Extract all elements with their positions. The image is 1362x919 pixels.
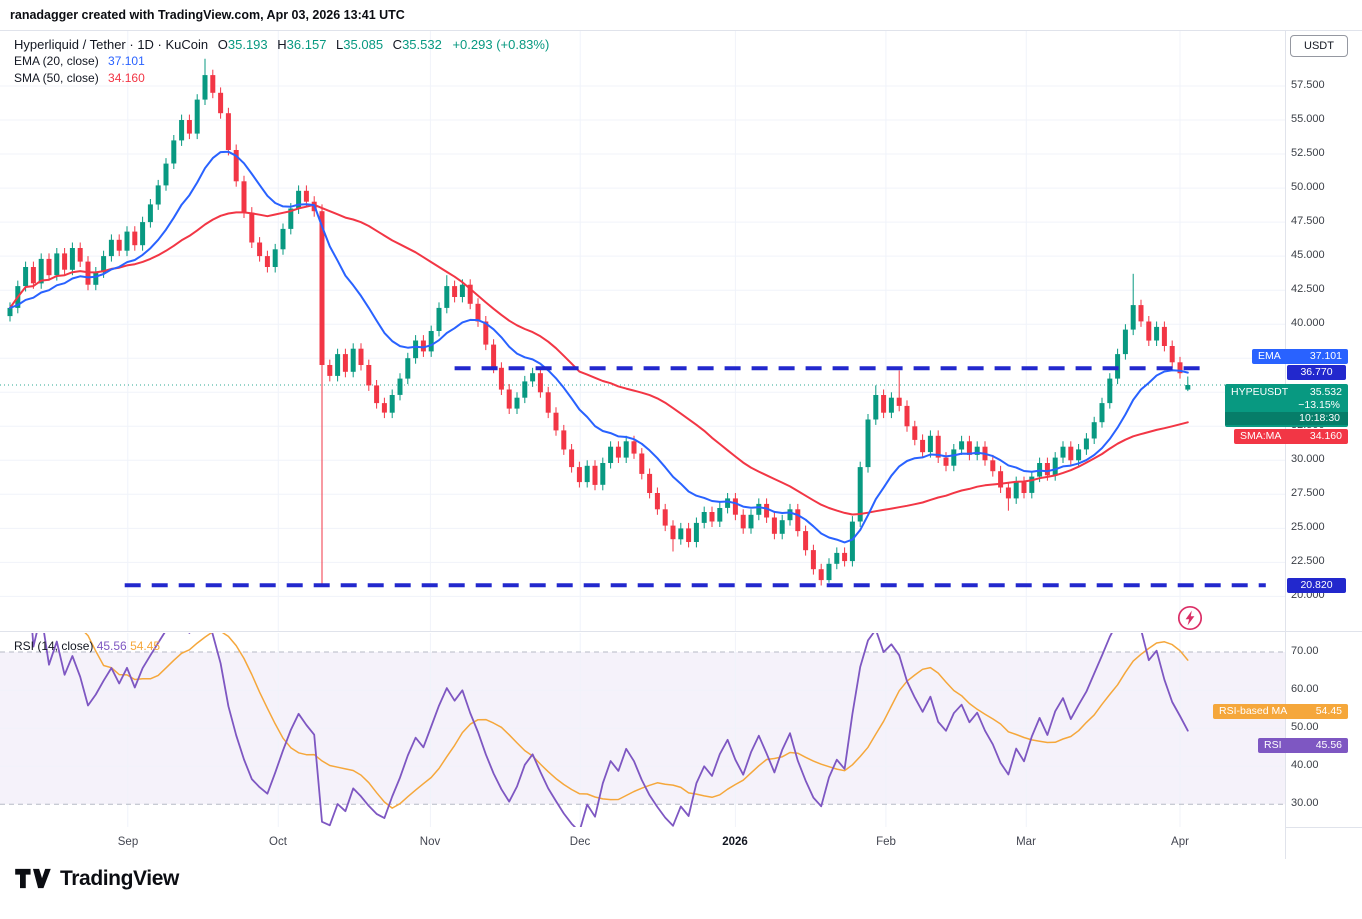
- tradingview-logo-text: TradingView: [60, 866, 179, 890]
- last-price-value: 35.532: [1309, 386, 1342, 398]
- resistance-price-tag: 36.770: [1287, 365, 1346, 380]
- sma-legend-row[interactable]: SMA (50, close) 34.160: [14, 70, 549, 87]
- rsi-value: 45.56: [96, 639, 127, 653]
- time-axis-label: Oct: [269, 836, 287, 848]
- support-price-tag: 20.820: [1287, 578, 1346, 593]
- price-tick-label: 47.500: [1291, 215, 1325, 227]
- high-label: H: [277, 37, 287, 52]
- ema-legend-row[interactable]: EMA (20, close) 37.101: [14, 53, 549, 70]
- price-tick-label: 52.500: [1291, 147, 1325, 159]
- price-tick-label: 30.000: [1291, 453, 1325, 465]
- chart-region: Sep Oct Nov Dec 2026 Feb Mar Apr USDT 57.500 55.…: [0, 30, 1362, 859]
- rsi-ma-tag: RSI-based MA 54.45: [1213, 704, 1348, 719]
- symbol-legend-row: Hyperliquid / Tether · 1D · KuCoin O35.1…: [14, 36, 549, 53]
- time-axis-label: Dec: [569, 836, 591, 848]
- pane-divider[interactable]: [0, 631, 1362, 632]
- last-price-change: −13.15%: [1298, 399, 1340, 411]
- price-tick-label: 40.000: [1291, 317, 1325, 329]
- time-axis-label: 2026: [722, 836, 748, 848]
- sma-value: 34.160: [108, 71, 145, 85]
- price-tick-label: 25.000: [1291, 521, 1325, 533]
- rsi-tick-label: 70.00: [1291, 645, 1319, 657]
- rsi-pane[interactable]: [0, 633, 1285, 827]
- rsi-tick-label: 30.00: [1291, 797, 1319, 809]
- price-tick-label: 55.000: [1291, 113, 1325, 125]
- price-tick-label: 50.000: [1291, 181, 1325, 193]
- price-tick-label: 42.500: [1291, 283, 1325, 295]
- time-axis-label: Feb: [876, 836, 896, 848]
- sma-price-tag: SMA:MA 34.160: [1234, 429, 1348, 444]
- rsi-tick-label: 60.00: [1291, 683, 1319, 695]
- price-tick-label: 45.000: [1291, 249, 1325, 261]
- open-label: O: [217, 37, 228, 52]
- time-axis[interactable]: Sep Oct Nov Dec 2026 Feb Mar Apr: [0, 827, 1285, 859]
- candle-countdown: 10:18:30: [1225, 412, 1348, 425]
- price-tick-label: 57.500: [1291, 79, 1325, 91]
- rsi-ma-value: 54.45: [130, 639, 161, 653]
- tradingview-logo-mark: [15, 868, 51, 889]
- last-price-tag: HYPEUSDT 35.532 −13.15% 10:18:30: [1225, 384, 1348, 427]
- rsi-tag: RSI 45.56: [1258, 738, 1348, 753]
- low-label: L: [336, 37, 344, 52]
- time-axis-label: Mar: [1016, 836, 1036, 848]
- legend: Hyperliquid / Tether · 1D · KuCoin O35.1…: [14, 36, 549, 87]
- price-tick-label: 27.500: [1291, 487, 1325, 499]
- sma-label: SMA (50, close): [14, 71, 99, 85]
- symbol-title[interactable]: Hyperliquid / Tether · 1D · KuCoin: [14, 37, 209, 52]
- ema-label: EMA (20, close): [14, 54, 99, 68]
- price-axis-border: [1285, 31, 1286, 859]
- high-value: 36.157: [286, 37, 327, 52]
- attribution-bar: ranadagger created with TradingView.com,…: [0, 0, 1362, 30]
- open-value: 35.193: [227, 37, 268, 52]
- tradingview-logo[interactable]: TradingView: [14, 866, 179, 891]
- close-value: 35.532: [402, 37, 442, 52]
- time-axis-label: Apr: [1171, 836, 1189, 848]
- rsi-legend[interactable]: RSI (14, close) 45.56 54.45: [14, 639, 160, 653]
- attribution-text: ranadagger created with TradingView.com,…: [10, 8, 405, 22]
- rsi-tick-label: 50.00: [1291, 721, 1319, 733]
- close-label: C: [392, 37, 403, 52]
- price-tick-label: 22.500: [1291, 555, 1325, 567]
- ema-price-tag: EMA 37.101: [1252, 349, 1348, 364]
- last-price-symbol: HYPEUSDT: [1231, 386, 1289, 398]
- currency-toggle-button[interactable]: USDT: [1290, 35, 1348, 57]
- price-pane[interactable]: [0, 31, 1285, 631]
- time-axis-label: Sep: [117, 836, 139, 848]
- change-value: +0.293 (+0.83%): [452, 37, 550, 52]
- rsi-label: RSI (14, close): [14, 639, 94, 653]
- rsi-tick-label: 40.00: [1291, 759, 1319, 771]
- flash-icon[interactable]: [1177, 605, 1203, 631]
- time-axis-label: Nov: [419, 836, 441, 848]
- low-value: 35.085: [343, 37, 384, 52]
- ema-value: 37.101: [108, 54, 145, 68]
